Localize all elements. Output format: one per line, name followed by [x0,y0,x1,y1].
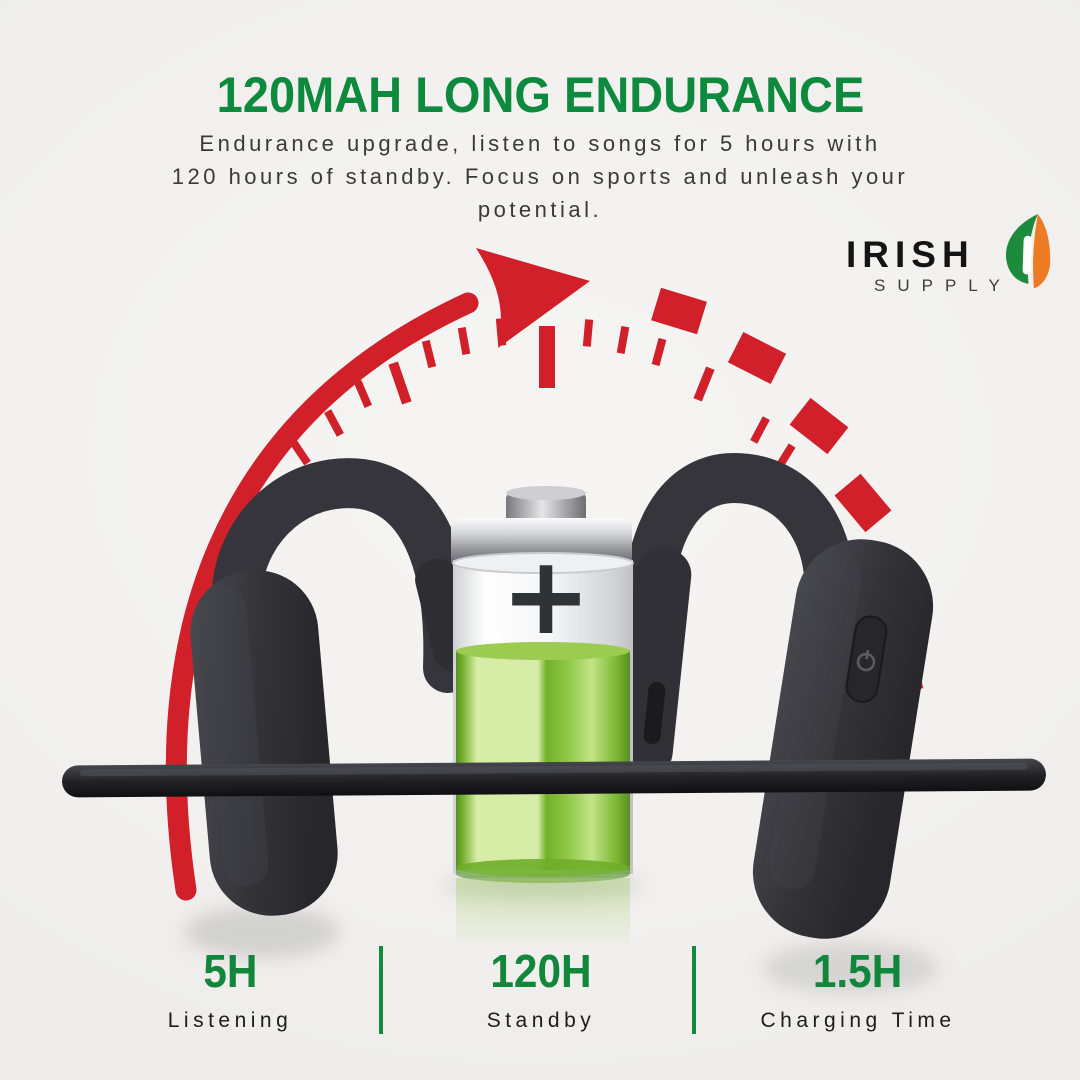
transducer-slot [643,682,666,744]
right-earpiece-highlight [769,553,862,890]
dial-arrow-icon [476,248,590,348]
battery-plus-label: + [501,534,592,659]
left-earpiece-body [190,570,338,916]
right-earpiece-body [752,539,934,939]
right-transducer [616,548,692,778]
battery-rim [452,552,634,574]
brand-subname: SUPPLY [874,276,1012,295]
battery-reflection [456,878,630,948]
brand-name: IRISH [846,234,975,275]
neckband-highlight [79,762,1028,777]
subtitle-line: potential. [477,197,603,222]
neckband [62,758,1046,798]
power-button [845,615,888,703]
subtitle-line: 120 hours of standby. Focus on sports an… [171,164,909,189]
battery-charge-fill [456,650,630,870]
dial-main-tick [539,326,555,388]
page-title: 120MAH LONG ENDURANCE [0,70,1080,120]
page-title-text: 120MAH LONG ENDURANCE [216,67,864,123]
left-earpiece-highlight [202,586,269,886]
subtitle-line: Endurance upgrade, listen to songs for 5… [199,131,881,156]
left-earpiece-shadow [184,906,340,958]
headphones [190,452,934,939]
brand-logo: IRISH SUPPLY [840,208,1055,308]
battery-graphic: + [451,486,634,948]
charge-surface [456,642,630,660]
battery-terminal [506,492,586,526]
subtitle: Endurance upgrade, listen to songs for 5… [0,127,1080,226]
right-earpiece-shadow [762,942,938,994]
irish-supply-leaf-icon [1005,214,1051,289]
